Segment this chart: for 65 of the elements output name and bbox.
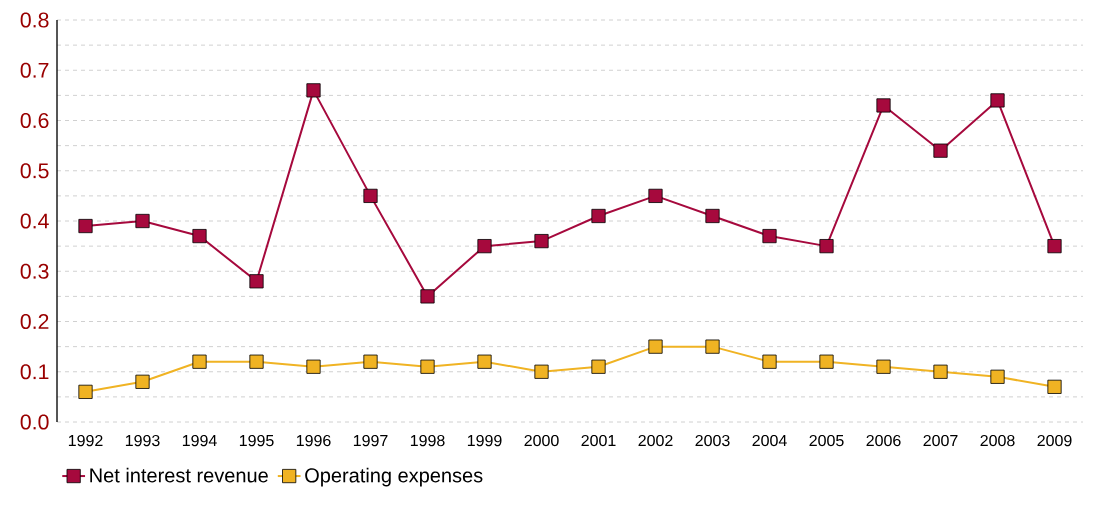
point	[477, 354, 492, 369]
point	[933, 364, 948, 379]
x-tick-label: 1992	[68, 434, 103, 447]
y-tick-label: 0.4	[20, 213, 49, 229]
x-tick-label: 2003	[695, 434, 730, 447]
point	[534, 364, 549, 379]
point	[363, 354, 378, 369]
x-tick-label: 2009	[1037, 434, 1072, 447]
point	[591, 359, 606, 374]
point	[1047, 239, 1062, 254]
point	[135, 374, 150, 389]
x-tick-label: 1995	[239, 434, 274, 447]
point	[306, 83, 321, 98]
y-tick-label: 0.8	[20, 12, 49, 28]
point	[249, 354, 264, 369]
x-tick-label: 1996	[296, 434, 331, 447]
point	[306, 359, 321, 374]
point	[420, 289, 435, 304]
point	[78, 218, 93, 234]
x-tick-label: 2000	[524, 434, 559, 447]
point	[249, 274, 264, 289]
point	[192, 354, 207, 369]
point	[192, 229, 207, 244]
x-tick-label: 1998	[410, 434, 445, 447]
point	[363, 188, 378, 203]
point	[705, 208, 720, 224]
point	[648, 188, 663, 203]
point	[78, 384, 93, 399]
point	[762, 354, 777, 369]
y-tick-label: 0.0	[20, 414, 49, 430]
point	[420, 359, 435, 374]
point	[591, 208, 606, 224]
point	[135, 213, 150, 229]
y-tick-label: 0.3	[20, 263, 49, 279]
point	[705, 339, 720, 354]
legend-label: Net interest revenue	[90, 467, 268, 483]
x-tick-label: 2008	[980, 434, 1015, 447]
point	[876, 98, 891, 113]
x-tick-label: 2005	[809, 434, 844, 447]
y-tick-label: 0.1	[20, 364, 49, 380]
x-tick-label: 2002	[638, 434, 673, 447]
point	[990, 369, 1005, 384]
y-tick-label: 0.6	[20, 112, 49, 129]
point	[648, 339, 663, 354]
x-tick-label: 1997	[353, 434, 388, 447]
x-tick-label: 2007	[923, 434, 958, 447]
x-tick-label: 2004	[752, 434, 787, 447]
point	[990, 93, 1005, 108]
x-tick-label: 2006	[866, 434, 901, 447]
y-tick-label: 0.7	[20, 62, 49, 78]
x-tick-label: 1993	[125, 434, 160, 447]
x-tick-label: 1994	[182, 434, 217, 447]
point	[534, 234, 549, 249]
y-tick-label: 0.2	[20, 313, 49, 330]
point	[477, 239, 492, 254]
x-tick-label: 1999	[467, 434, 502, 447]
point	[819, 354, 834, 369]
x-tick-label: 2001	[581, 434, 616, 447]
point	[762, 229, 777, 244]
point	[876, 359, 891, 374]
point	[933, 143, 948, 158]
legend-label: Operating expenses	[305, 467, 483, 487]
y-tick-label: 0.5	[20, 163, 49, 179]
point	[1047, 379, 1062, 394]
point	[819, 239, 834, 254]
